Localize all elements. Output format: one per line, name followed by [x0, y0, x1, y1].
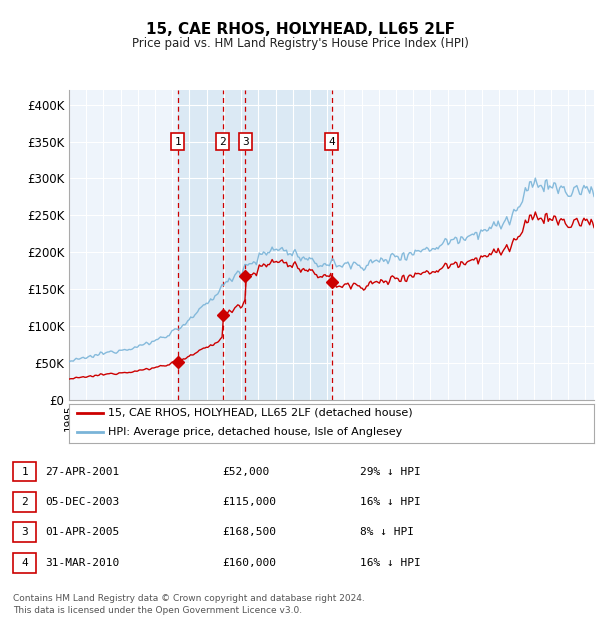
- Text: Price paid vs. HM Land Registry's House Price Index (HPI): Price paid vs. HM Land Registry's House …: [131, 37, 469, 50]
- Text: £52,000: £52,000: [222, 466, 269, 477]
- Text: £168,500: £168,500: [222, 527, 276, 538]
- Text: 4: 4: [328, 136, 335, 146]
- Bar: [245, 90, 331, 400]
- Text: Contains HM Land Registry data © Crown copyright and database right 2024.
This d: Contains HM Land Registry data © Crown c…: [13, 594, 365, 615]
- Text: 16% ↓ HPI: 16% ↓ HPI: [360, 557, 421, 568]
- Text: 15, CAE RHOS, HOLYHEAD, LL65 2LF (detached house): 15, CAE RHOS, HOLYHEAD, LL65 2LF (detach…: [109, 408, 413, 418]
- Text: 8% ↓ HPI: 8% ↓ HPI: [360, 527, 414, 538]
- Text: 3: 3: [242, 136, 249, 146]
- Text: £115,000: £115,000: [222, 497, 276, 507]
- Text: 15, CAE RHOS, HOLYHEAD, LL65 2LF: 15, CAE RHOS, HOLYHEAD, LL65 2LF: [146, 22, 455, 37]
- Bar: [178, 90, 223, 400]
- Text: 2: 2: [21, 497, 28, 507]
- Text: 1: 1: [175, 136, 181, 146]
- Text: 1: 1: [21, 466, 28, 477]
- Text: HPI: Average price, detached house, Isle of Anglesey: HPI: Average price, detached house, Isle…: [109, 427, 403, 437]
- Text: 31-MAR-2010: 31-MAR-2010: [45, 557, 119, 568]
- Text: 01-APR-2005: 01-APR-2005: [45, 527, 119, 538]
- Text: 4: 4: [21, 557, 28, 568]
- Text: £160,000: £160,000: [222, 557, 276, 568]
- Text: 16% ↓ HPI: 16% ↓ HPI: [360, 497, 421, 507]
- Text: 27-APR-2001: 27-APR-2001: [45, 466, 119, 477]
- Text: 2: 2: [219, 136, 226, 146]
- Bar: [223, 90, 245, 400]
- Text: 05-DEC-2003: 05-DEC-2003: [45, 497, 119, 507]
- Text: 3: 3: [21, 527, 28, 538]
- Text: 29% ↓ HPI: 29% ↓ HPI: [360, 466, 421, 477]
